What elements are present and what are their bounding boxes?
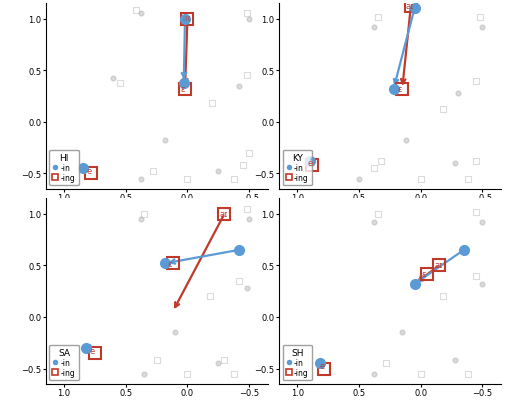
Text: ε: ε bbox=[393, 85, 398, 94]
Text: ε: ε bbox=[421, 269, 426, 278]
Text: ε: ε bbox=[414, 280, 419, 289]
Text: aɪ: aɪ bbox=[460, 245, 468, 254]
Legend: -in, -ing: -in, -ing bbox=[282, 150, 311, 186]
Text: aɪ: aɪ bbox=[182, 14, 190, 24]
Text: e: e bbox=[82, 161, 88, 171]
Text: aɪ: aɪ bbox=[433, 261, 442, 270]
Text: ε: ε bbox=[396, 85, 401, 94]
Legend: -in, -ing: -in, -ing bbox=[49, 150, 78, 186]
Text: ε: ε bbox=[167, 259, 172, 268]
Text: ε: ε bbox=[180, 85, 184, 94]
Text: ε: ε bbox=[165, 259, 170, 268]
Text: e: e bbox=[307, 159, 312, 168]
Text: aɪ: aɪ bbox=[235, 245, 244, 254]
Text: aɪ: aɪ bbox=[181, 14, 189, 24]
Text: e: e bbox=[90, 346, 95, 355]
Text: ε: ε bbox=[184, 79, 188, 88]
Legend: -in, -ing: -in, -ing bbox=[49, 345, 78, 380]
Legend: -in, -ing: -in, -ing bbox=[282, 345, 311, 380]
Text: e: e bbox=[319, 356, 324, 365]
Text: e: e bbox=[319, 361, 324, 370]
Text: aɪ: aɪ bbox=[219, 209, 227, 218]
Text: e: e bbox=[309, 154, 314, 164]
Text: aɪ: aɪ bbox=[405, 2, 414, 11]
Text: e: e bbox=[86, 167, 91, 176]
Text: aɪ: aɪ bbox=[410, 4, 419, 13]
Text: e: e bbox=[86, 341, 91, 350]
